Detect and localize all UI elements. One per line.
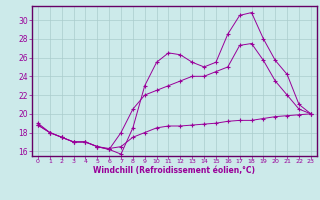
X-axis label: Windchill (Refroidissement éolien,°C): Windchill (Refroidissement éolien,°C) [93, 166, 255, 175]
